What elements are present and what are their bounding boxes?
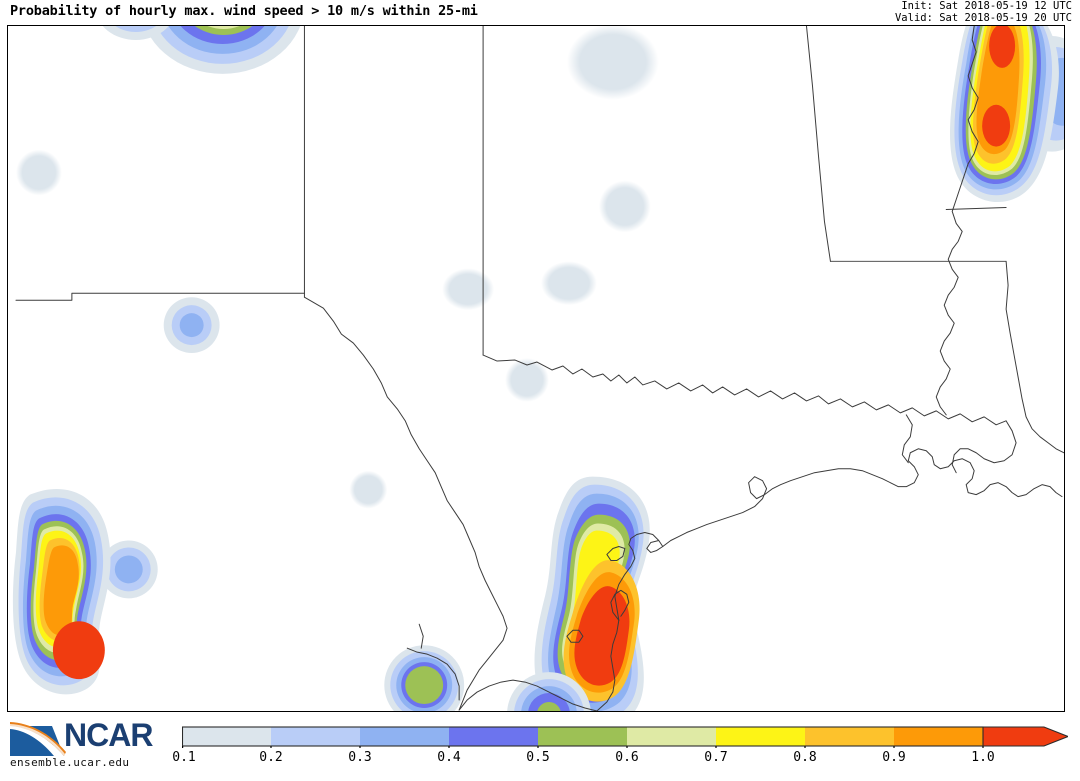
ncar-wordmark: NCAR [64,717,153,753]
southwest-texas-plume [12,488,111,695]
colorbar-tick-0: 0.1 [172,750,196,765]
model-run-times: Init: Sat 2018-05-19 12 UTC Valid: Sat 2… [894,0,1072,24]
ncar-url[interactable]: ensemble.ucar.edu [10,756,130,769]
northern-panhandle-plume [102,26,301,74]
colorbar-tick-2: 0.3 [348,750,372,765]
southwest-texas-satellite-blob [99,540,158,599]
faint-probability-blobs [15,26,1064,599]
rio-grande-blob-west [384,645,465,711]
init-time: Init: Sat 2018-05-19 12 UTC [901,0,1072,12]
probability-map [8,26,1064,711]
colorbar-tick-8: 0.9 [882,750,906,765]
colorbar-bands [182,727,1068,746]
colorbar-tick-labels: 0.1 0.2 0.3 0.4 0.5 0.6 0.7 0.8 0.9 1.0 [172,750,1068,770]
colorbar-tick-3: 0.4 [437,750,461,765]
ncar-logo[interactable]: NCAR ensemble.ucar.edu [4,717,169,779]
west-texas-blob [163,297,220,354]
ncar-logo-mark [10,722,66,756]
map-svg [12,26,1064,711]
map-frame [7,25,1065,712]
colorbar-tick-6: 0.7 [704,750,728,765]
colorbar-tick-4: 0.5 [526,750,550,765]
colorbar-tick-5: 0.6 [615,750,639,765]
map-boundaries [15,26,1064,711]
header-bar: Probability of hourly max. wind speed > … [0,0,1080,25]
valid-time: Valid: Sat 2018-05-19 20 UTC [894,11,1072,24]
footer-bar: NCAR ensemble.ucar.edu [0,712,1080,781]
colorbar-tick-7: 0.8 [793,750,817,765]
south-texas-coastal-plume [534,476,650,711]
mississippi-valley-plume [950,26,1059,202]
colorbar-swatches[interactable] [182,726,1068,748]
page-title: Probability of hourly max. wind speed > … [10,3,478,19]
colorbar-ticks [182,746,984,748]
colorbar-tick-1: 0.2 [259,750,283,765]
colorbar-tick-9: 1.0 [971,750,995,765]
colorbar[interactable]: 0.1 0.2 0.3 0.4 0.5 0.6 0.7 0.8 0.9 1.0 [172,726,1068,774]
